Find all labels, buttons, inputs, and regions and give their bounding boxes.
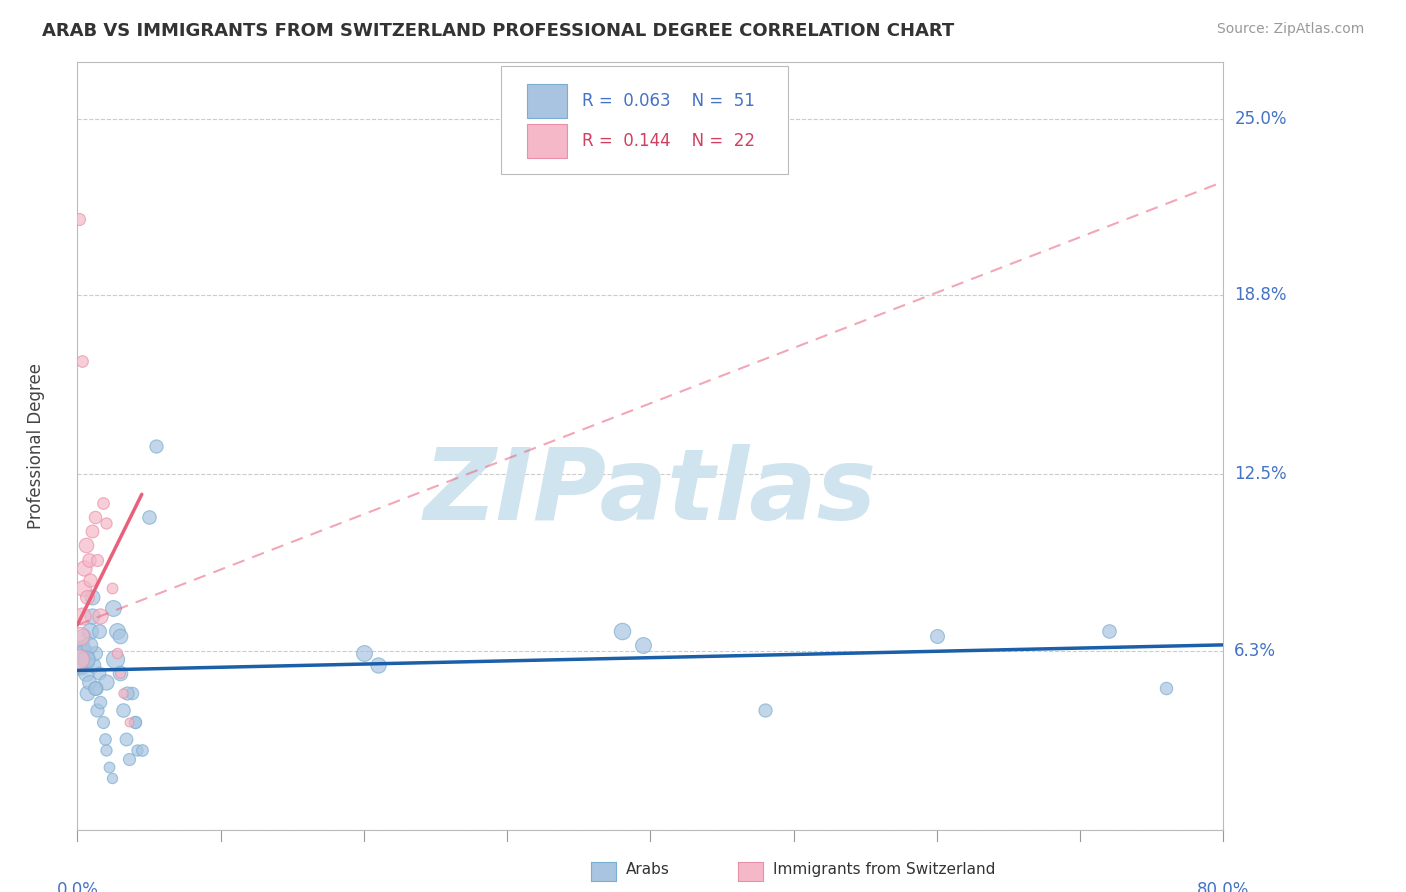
Point (127, 743, 149, 757)
Point (93, 731, 115, 746)
Point (94, 516, 117, 530)
Point (117, 686, 139, 700)
Point (112, 686, 135, 700)
Point (353, 647, 375, 661)
Point (138, 510, 160, 524)
Point (107, 624, 129, 638)
Point (79, 573, 101, 587)
Text: R =  0.063    N =  51: R = 0.063 N = 51 (582, 92, 755, 110)
Text: 25.0%: 25.0% (1234, 111, 1286, 128)
Point (67, 652, 90, 666)
Point (84, 681, 107, 695)
Point (70, 353, 93, 368)
Point (83, 510, 105, 524)
Point (79, 624, 101, 638)
Text: 6.3%: 6.3% (1234, 641, 1277, 659)
FancyBboxPatch shape (526, 124, 567, 158)
Point (83, 681, 105, 695)
Point (118, 751, 141, 765)
Point (124, 714, 146, 729)
Point (121, 686, 143, 700)
Point (73, 561, 96, 575)
Point (91, 496, 114, 510)
Point (1154, 681, 1177, 695)
Point (75, 666, 97, 681)
Point (67, 652, 90, 666)
Point (87, 666, 110, 681)
Point (91, 714, 114, 729)
Text: 0.0%: 0.0% (56, 880, 98, 892)
Point (80, 590, 103, 604)
Point (131, 743, 153, 757)
Point (118, 714, 141, 729)
Point (69, 629, 91, 643)
Y-axis label: Professional Degree: Professional Degree (27, 363, 45, 529)
Point (145, 439, 167, 453)
Point (77, 674, 100, 689)
Point (75, 652, 97, 666)
Point (72, 581, 94, 595)
FancyBboxPatch shape (502, 66, 787, 174)
Point (110, 666, 132, 681)
Point (83, 647, 105, 661)
Point (110, 666, 132, 681)
Point (72, 629, 94, 643)
Point (1098, 624, 1121, 638)
Point (70, 609, 93, 624)
Point (94, 743, 117, 757)
Point (89, 609, 111, 624)
Point (82, 657, 104, 672)
Point (124, 714, 146, 729)
Point (103, 652, 125, 666)
Point (80, 524, 103, 539)
Text: 80.0%: 80.0% (1197, 880, 1250, 892)
Text: 18.8%: 18.8% (1234, 286, 1286, 304)
Point (100, 772, 122, 786)
Point (367, 657, 389, 672)
Text: R =  0.144    N =  22: R = 0.144 N = 22 (582, 132, 755, 151)
Point (87, 624, 110, 638)
Point (94, 674, 117, 689)
Point (77, 638, 100, 652)
Point (100, 581, 122, 595)
Text: 12.5%: 12.5% (1234, 466, 1286, 483)
Text: Arabs: Arabs (626, 863, 669, 877)
Text: Immigrants from Switzerland: Immigrants from Switzerland (773, 863, 995, 877)
Point (75, 538, 97, 552)
Point (115, 731, 138, 746)
Point (70, 640, 93, 655)
Text: ARAB VS IMMIGRANTS FROM SWITZERLAND PROFESSIONAL DEGREE CORRELATION CHART: ARAB VS IMMIGRANTS FROM SWITZERLAND PROF… (42, 22, 955, 40)
Point (925, 629, 948, 643)
Point (631, 638, 654, 652)
Point (107, 647, 129, 661)
Point (67, 211, 90, 226)
Point (69, 657, 91, 672)
Point (97, 760, 120, 774)
Text: Source: ZipAtlas.com: Source: ZipAtlas.com (1216, 22, 1364, 37)
Point (101, 601, 124, 615)
Point (77, 552, 100, 566)
Point (73, 647, 96, 661)
Point (610, 624, 633, 638)
Point (80, 609, 103, 624)
FancyBboxPatch shape (526, 84, 567, 119)
Point (754, 703, 776, 717)
Point (76, 590, 98, 604)
Point (112, 703, 135, 717)
Point (86, 703, 108, 717)
Point (86, 552, 108, 566)
Point (89, 695, 111, 709)
Text: ZIPatlas: ZIPatlas (423, 443, 877, 541)
Point (110, 629, 132, 643)
Point (76, 686, 98, 700)
